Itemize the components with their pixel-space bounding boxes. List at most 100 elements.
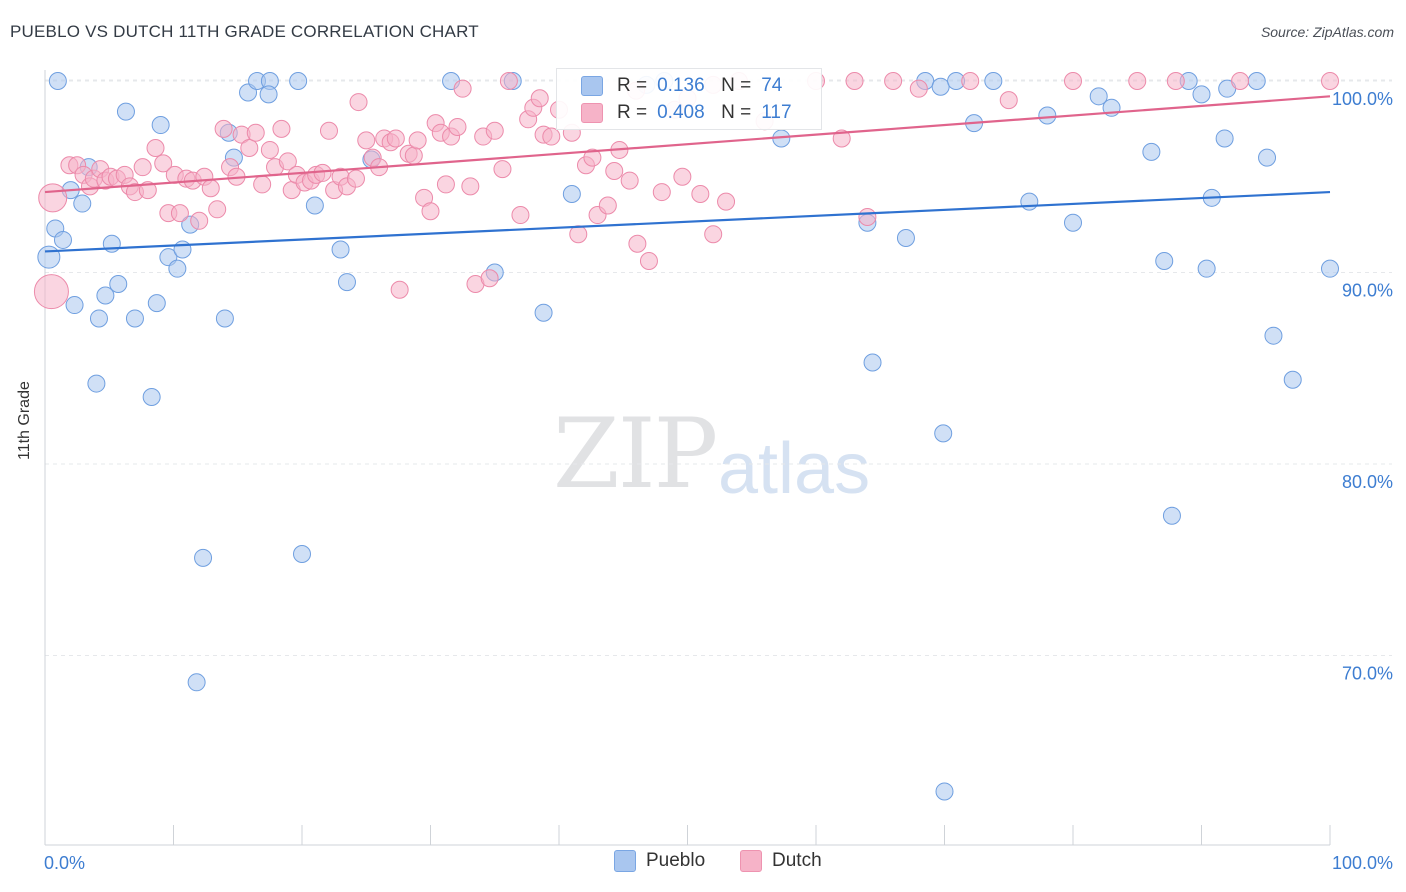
data-point-pueblo — [259, 85, 278, 104]
data-point-pueblo — [931, 77, 950, 96]
data-point-pueblo — [1321, 259, 1339, 278]
data-point-dutch — [673, 167, 692, 186]
data-point-pueblo — [1064, 213, 1082, 232]
data-point-dutch — [349, 93, 368, 112]
data-point-dutch — [1128, 72, 1147, 90]
data-point-dutch — [620, 171, 639, 190]
data-point-dutch — [569, 225, 588, 244]
series-legend-label-pueblo: Pueblo — [646, 850, 706, 871]
data-point-dutch — [530, 89, 549, 108]
series-legend: Pueblo Dutch — [0, 850, 1406, 878]
data-point-dutch — [961, 72, 980, 90]
legend-n-value: 117 — [761, 102, 792, 123]
data-point-dutch — [240, 139, 259, 158]
data-point-dutch — [511, 206, 530, 225]
data-point-dutch — [598, 196, 617, 215]
tick-labels: 70.0% 80.0% 90.0% 100.0% 0.0% 100.0% — [44, 89, 1393, 873]
data-point-dutch — [170, 204, 189, 223]
data-point-pueblo — [1155, 252, 1174, 271]
legend-n-label: N = — [721, 102, 752, 123]
grid-lines — [45, 79, 1392, 656]
data-point-pueblo — [293, 545, 311, 564]
y-tick-label: 80.0% — [1342, 472, 1393, 492]
data-point-pueblo — [337, 273, 356, 292]
data-point-dutch — [480, 269, 499, 288]
y-tick-label: 70.0% — [1342, 664, 1393, 684]
data-point-pueblo — [289, 72, 308, 90]
data-point-dutch — [272, 119, 291, 138]
data-point-dutch — [319, 121, 338, 140]
data-point-dutch — [448, 117, 467, 136]
trend-line-dutch — [44, 95, 1331, 194]
trend-lines — [44, 95, 1331, 253]
data-point-pueblo — [1258, 148, 1277, 167]
data-point-pueblo — [53, 230, 72, 249]
data-point-pueblo — [215, 309, 234, 328]
data-point-pueblo — [173, 240, 192, 259]
data-point-dutch — [639, 252, 658, 271]
data-point-dutch — [999, 91, 1018, 110]
data-point-pueblo — [934, 424, 953, 443]
legend-r-value: 0.408 — [657, 102, 705, 123]
data-point-dutch — [133, 158, 152, 177]
legend-row-dutch: R = 0.408 N = 117 — [581, 100, 792, 126]
legend-row-pueblo: R = 0.136 N = 74 — [581, 73, 782, 99]
data-point-dutch — [390, 280, 409, 299]
axes — [44, 70, 1331, 846]
data-point-pueblo — [1020, 192, 1039, 211]
legend-r-label: R = — [617, 102, 648, 123]
data-point-pueblo — [96, 286, 115, 305]
data-point-dutch — [253, 175, 272, 194]
data-point-pueblo — [984, 72, 1003, 90]
data-point-dutch — [1321, 72, 1339, 90]
series-legend-swatch-dutch — [740, 850, 762, 872]
data-point-pueblo — [1142, 142, 1161, 161]
data-point-pueblo — [65, 296, 84, 315]
data-point-dutch — [453, 79, 472, 98]
data-point-dutch — [485, 121, 504, 140]
data-point-pueblo — [125, 309, 144, 328]
data-point-pueblo — [896, 229, 915, 248]
data-point-dutch — [1064, 72, 1082, 90]
series-legend-label-dutch: Dutch — [772, 850, 822, 871]
data-point-dutch — [408, 131, 427, 150]
data-point-pueblo — [142, 387, 161, 406]
data-point-dutch — [346, 169, 365, 188]
correlation-legend: R = 0.136 N = 74 R = 0.408 N = 117 — [556, 68, 822, 130]
data-point-dutch — [499, 72, 518, 90]
data-point-dutch — [628, 234, 647, 253]
data-point-dutch — [1166, 72, 1185, 90]
trend-line-pueblo — [44, 190, 1331, 253]
data-point-dutch — [386, 129, 405, 148]
data-point-pueblo — [116, 102, 135, 121]
data-point-pueblo — [1247, 72, 1266, 90]
data-point-dutch — [190, 211, 209, 230]
data-point-dutch — [421, 202, 440, 221]
legend-swatch-pueblo — [581, 76, 603, 96]
data-point-pueblo — [1283, 370, 1302, 389]
data-point-dutch — [246, 123, 265, 142]
data-point-dutch — [605, 162, 624, 181]
data-point-dutch — [542, 127, 561, 146]
series-pueblo — [37, 72, 1339, 801]
data-point-dutch — [278, 152, 297, 171]
data-point-pueblo — [534, 303, 553, 322]
series-legend-pueblo: Pueblo — [614, 850, 705, 872]
data-point-dutch — [214, 119, 233, 138]
y-tick-label: 90.0% — [1342, 281, 1393, 301]
data-point-dutch — [858, 207, 877, 226]
data-point-pueblo — [73, 194, 92, 213]
chart-title: PUEBLO VS DUTCH 11TH GRADE CORRELATION C… — [10, 22, 479, 41]
series-dutch — [33, 72, 1339, 310]
data-point-dutch — [691, 184, 710, 203]
data-point-pueblo — [562, 184, 581, 203]
y-tick-label: 100.0% — [1332, 89, 1393, 109]
watermark-atlas: atlas — [718, 429, 871, 509]
data-point-pueblo — [1215, 129, 1234, 148]
data-point-pueblo — [89, 309, 108, 328]
data-point-pueblo — [48, 72, 67, 90]
data-point-pueblo — [37, 245, 61, 269]
data-point-pueblo — [1192, 85, 1211, 104]
data-point-dutch — [201, 179, 220, 198]
